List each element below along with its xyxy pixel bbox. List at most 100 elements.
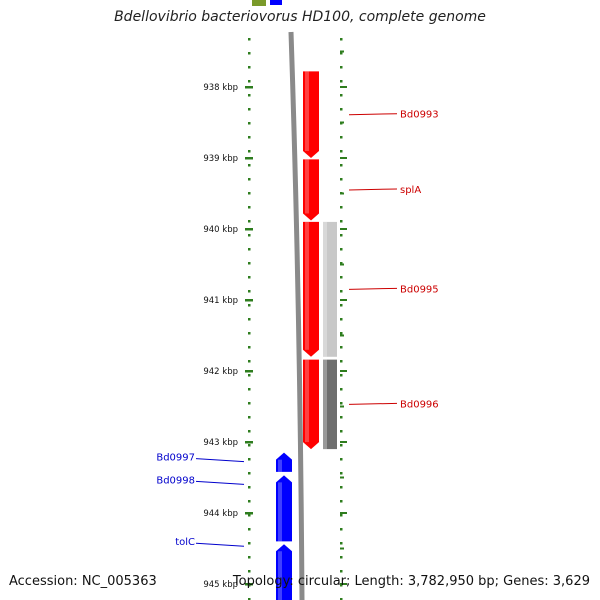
ruler-tick-right [340,370,347,372]
gene-track [276,71,319,600]
guide-dot [340,402,343,405]
top-edge-features [252,0,282,6]
guide-dot [248,374,251,377]
gene-label[interactable]: Bd0995 [400,284,439,295]
gene-label[interactable]: splA [400,185,421,196]
ruler-tick [245,370,253,373]
guide-dot [340,178,343,181]
genome-backbone [288,31,305,600]
accession-text: Accession: NC_005363 [9,574,157,589]
guide-dot [340,276,343,279]
ruler-tick-right [340,263,344,266]
guide-dot [248,290,251,293]
guide-dot [248,304,251,307]
gene-label[interactable]: Bd0998 [156,475,195,486]
ruler-tick [245,299,253,302]
guide-dot [248,458,251,461]
guide-dot [340,52,343,55]
ruler-tick-right [340,299,347,301]
guide-dot [340,206,343,209]
guide-dot [340,388,343,391]
label-leader [195,542,245,547]
label-leader [348,402,398,405]
ruler-tick-label: 945 kbp [203,580,238,590]
label-leader [195,458,245,463]
guide-dot [248,542,251,545]
gene-highlight [305,359,309,443]
gene-label[interactable]: tolC [175,537,195,548]
guide-dot [248,38,251,41]
ruler-tick-right [340,50,344,53]
ruler-tick-right [340,157,347,159]
gene-labels[interactable]: Bd0993 splA Bd0995 Bd0996 Bd0997 Bd0998 tolC [156,110,438,549]
guide-dot [340,528,343,531]
ruler-tick [245,86,253,89]
ruler-tick-label: 939 kbp [203,154,238,164]
guide-dot [248,444,251,447]
gene-label[interactable]: Bd0993 [400,110,439,121]
gene-label[interactable]: Bd0996 [400,399,439,410]
guide-dot [248,486,251,489]
ruler-tick-right [340,547,344,550]
guide-dot [340,556,343,559]
guide-dot [248,220,251,223]
guide-dot [340,542,343,545]
ruler-tick-label: 943 kbp [203,438,238,448]
label-leader [195,480,245,485]
guide-dot [248,178,251,181]
ruler: 938 kbp 939 kbp 940 kbp 941 kbp 942 kbp 943 k… [203,50,347,590]
guide-dot [248,332,251,335]
guide-dot [340,248,343,251]
guide-dot [248,360,251,363]
guide-dot [248,206,251,209]
guide-dot [248,262,251,265]
gene-highlight [278,459,282,472]
gene-label[interactable]: Bd0997 [156,453,195,464]
guide-dot [248,528,251,531]
green-feature-stub [252,0,266,6]
gene-arrow [303,71,319,158]
guide-dot [248,108,251,111]
feature-highlight [323,221,327,357]
label-leader [348,287,398,290]
feature-block [323,221,337,357]
guide-dot [248,136,251,139]
label-leader [348,113,398,116]
guide-dot [248,122,251,125]
guide-dot [340,318,343,321]
guide-dot [248,66,251,69]
gene-highlight [305,159,309,214]
guide-dot [340,360,343,363]
guide-dot [248,318,251,321]
ruler-tick-right [340,441,347,443]
guide-dot [340,136,343,139]
guide-dot [340,514,343,517]
guide-dot [340,80,343,83]
guide-dot [340,38,343,41]
ruler-tick-right [340,476,344,479]
guide-dot [248,234,251,237]
ruler-tick-right [340,121,344,124]
ruler-tick-right [340,583,347,585]
feature-track [323,221,337,450]
guide-dot [248,276,251,279]
gene-arrow [276,544,292,600]
guide-dot [340,584,343,587]
map-title: Bdellovibrio bacteriovorus HD100, comple… [114,9,486,25]
gene-highlight [305,71,309,151]
gene-highlight [305,221,309,350]
guide-dot [340,458,343,461]
feature-block [323,359,337,450]
guide-dot [248,472,251,475]
ruler-tick-right [340,334,344,337]
guide-dot [248,248,251,251]
ruler-tick-right [340,405,344,408]
gene-arrow [276,475,292,542]
gene-arrow [303,221,319,357]
guide-dot [340,150,343,153]
ruler-tick-right [340,228,347,230]
ruler-tick [245,157,253,160]
guide-dot [248,500,251,503]
feature-highlight [323,359,327,450]
